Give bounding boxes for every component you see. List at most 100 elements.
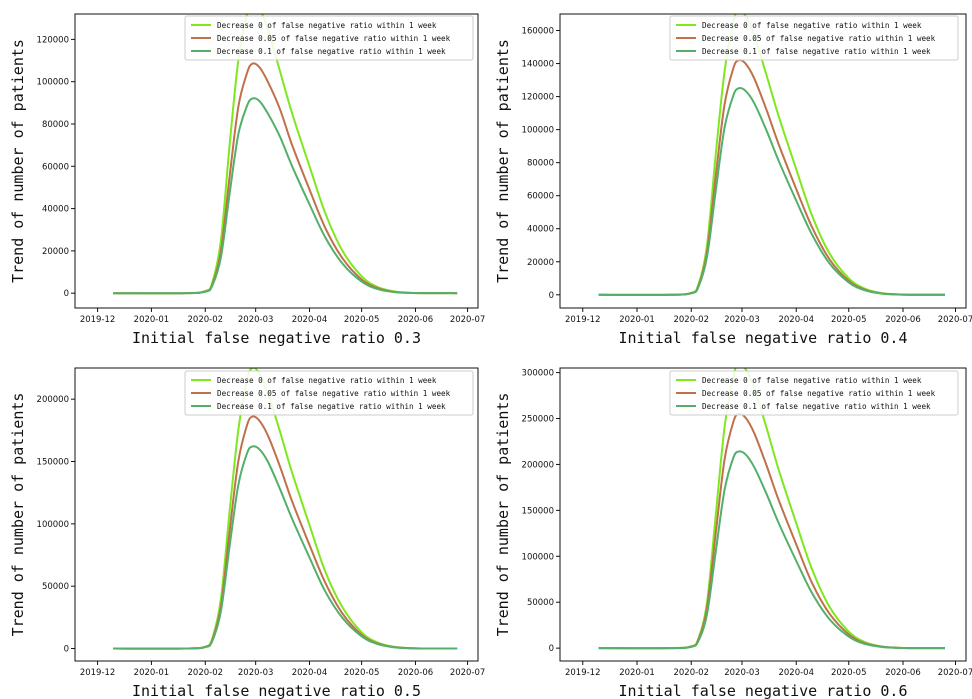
x-tick-label: 2020-03 <box>238 315 274 325</box>
x-axis-label: Initial false negative ratio 0.3 <box>132 329 421 347</box>
legend-label: Decrease 0.1 of false negative ratio wit… <box>702 402 931 411</box>
y-tick-label: 0 <box>549 291 554 301</box>
y-tick-label: 200000 <box>37 395 69 405</box>
x-tick-label: 2020-01 <box>134 315 170 325</box>
y-tick-label: 120000 <box>522 93 554 103</box>
legend-label: Decrease 0.1 of false negative ratio wit… <box>702 47 931 56</box>
x-tick-label: 2020-07 <box>938 315 972 325</box>
y-tick-label: 120000 <box>37 35 69 45</box>
x-tick-label: 2020-04 <box>778 315 814 325</box>
legend-label: Decrease 0 of false negative ratio withi… <box>702 376 922 385</box>
x-tick-label: 2020-03 <box>724 668 760 678</box>
x-tick-label: 2020-07 <box>938 668 972 678</box>
x-tick-label: 2020-01 <box>134 668 170 678</box>
y-tick-label: 80000 <box>42 120 69 130</box>
x-tick-label: 2019-12 <box>80 668 116 678</box>
axes-frame <box>559 13 967 309</box>
legend-label: Decrease 0.05 of false negative ratio wi… <box>217 34 451 43</box>
x-tick-label: 2020-07 <box>450 668 486 678</box>
legend-label: Decrease 0.05 of false negative ratio wi… <box>702 34 936 43</box>
y-tick-label: 0 <box>64 289 69 299</box>
x-tick-label: 2020-04 <box>292 668 328 678</box>
y-tick-label: 100000 <box>37 520 69 530</box>
x-tick-label: 2020-05 <box>344 315 380 325</box>
chart-panel-4: 0 50000 100000 150000 200000 250000 300000 2019… <box>494 367 972 699</box>
chart-panel-2: 0 20000 40000 60000 80000 100000 120000 140000 1… <box>494 13 972 347</box>
x-tick-label: 2020-01 <box>619 668 655 678</box>
x-tick-label: 2020-02 <box>673 668 709 678</box>
legend-box <box>669 370 959 416</box>
y-tick-label: 300000 <box>522 369 554 379</box>
x-tick-label: 2020-06 <box>885 315 921 325</box>
axes-frame <box>559 367 967 662</box>
x-tick-label: 2020-03 <box>238 668 274 678</box>
y-axis-label: Trend of number of patients <box>9 393 27 637</box>
x-tick-label: 2020-02 <box>673 315 709 325</box>
y-tick-label: 20000 <box>527 258 554 268</box>
y-tick-label: 40000 <box>527 225 554 235</box>
x-tick-label: 2020-06 <box>885 668 921 678</box>
y-tick-label: 100000 <box>522 126 554 136</box>
legend-label: Decrease 0 of false negative ratio withi… <box>217 21 437 30</box>
y-tick-label: 250000 <box>522 415 554 425</box>
x-tick-label: 2020-02 <box>188 668 224 678</box>
legend-box <box>184 370 474 416</box>
series-line-3 <box>113 97 458 295</box>
series-line-3 <box>598 450 946 650</box>
x-axis-label: Initial false negative ratio 0.6 <box>619 682 908 699</box>
series-line-3 <box>598 87 946 296</box>
x-tick-label: 2020-06 <box>398 315 434 325</box>
axes-frame <box>74 13 479 309</box>
x-axis-label: Initial false negative ratio 0.4 <box>619 329 908 347</box>
chart-panel-1: 0 20000 40000 60000 80000 100000 120000 2019-12… <box>9 13 486 347</box>
x-tick-label: 2020-05 <box>831 668 867 678</box>
x-tick-label: 2019-12 <box>565 668 601 678</box>
y-tick-label: 150000 <box>522 506 554 516</box>
y-tick-label: 100000 <box>522 552 554 562</box>
x-tick-label: 2020-02 <box>188 315 224 325</box>
y-tick-label: 50000 <box>527 598 554 608</box>
x-tick-label: 2020-04 <box>778 668 814 678</box>
x-tick-label: 2020-04 <box>292 315 328 325</box>
y-tick-label: 50000 <box>42 582 69 592</box>
x-tick-label: 2020-07 <box>450 315 486 325</box>
y-tick-label: 0 <box>549 644 554 654</box>
y-tick-label: 0 <box>64 645 69 655</box>
legend-label: Decrease 0 of false negative ratio withi… <box>702 21 922 30</box>
legend-label: Decrease 0.05 of false negative ratio wi… <box>217 389 451 398</box>
legend-label: Decrease 0.1 of false negative ratio wit… <box>217 47 446 56</box>
y-axis-label: Trend of number of patients <box>9 39 27 283</box>
x-tick-label: 2020-05 <box>831 315 867 325</box>
y-tick-label: 100000 <box>37 78 69 88</box>
legend: Decrease 0 of false negative ratio withi… <box>669 15 959 61</box>
legend-box <box>669 15 959 61</box>
y-tick-label: 60000 <box>42 162 69 172</box>
y-tick-label: 200000 <box>522 460 554 470</box>
legend: Decrease 0 of false negative ratio withi… <box>669 370 959 416</box>
legend-label: Decrease 0.05 of false negative ratio wi… <box>702 389 936 398</box>
y-tick-label: 140000 <box>522 60 554 70</box>
x-tick-label: 2020-06 <box>398 668 434 678</box>
x-tick-label: 2019-12 <box>565 315 601 325</box>
y-tick-label: 80000 <box>527 159 554 169</box>
series-line-2 <box>113 62 458 295</box>
legend-label: Decrease 0.1 of false negative ratio wit… <box>217 402 446 411</box>
chart-panel-3: 0 50000 100000 150000 200000 2019-12 2020-01 20… <box>9 367 486 699</box>
x-tick-label: 2020-03 <box>724 315 760 325</box>
y-axis-label: Trend of number of patients <box>494 393 512 637</box>
y-tick-label: 160000 <box>522 27 554 37</box>
y-tick-label: 150000 <box>37 458 69 468</box>
x-tick-label: 2020-05 <box>344 668 380 678</box>
legend-box <box>184 15 474 61</box>
y-tick-label: 60000 <box>527 192 554 202</box>
series-line-3 <box>113 445 458 650</box>
y-tick-label: 40000 <box>42 205 69 215</box>
legend-label: Decrease 0 of false negative ratio withi… <box>217 376 437 385</box>
y-tick-label: 20000 <box>42 247 69 257</box>
axes-frame <box>74 367 479 662</box>
legend: Decrease 0 of false negative ratio withi… <box>184 15 474 61</box>
x-tick-label: 2019-12 <box>80 315 116 325</box>
legend: Decrease 0 of false negative ratio withi… <box>184 370 474 416</box>
y-axis-label: Trend of number of patients <box>494 39 512 283</box>
